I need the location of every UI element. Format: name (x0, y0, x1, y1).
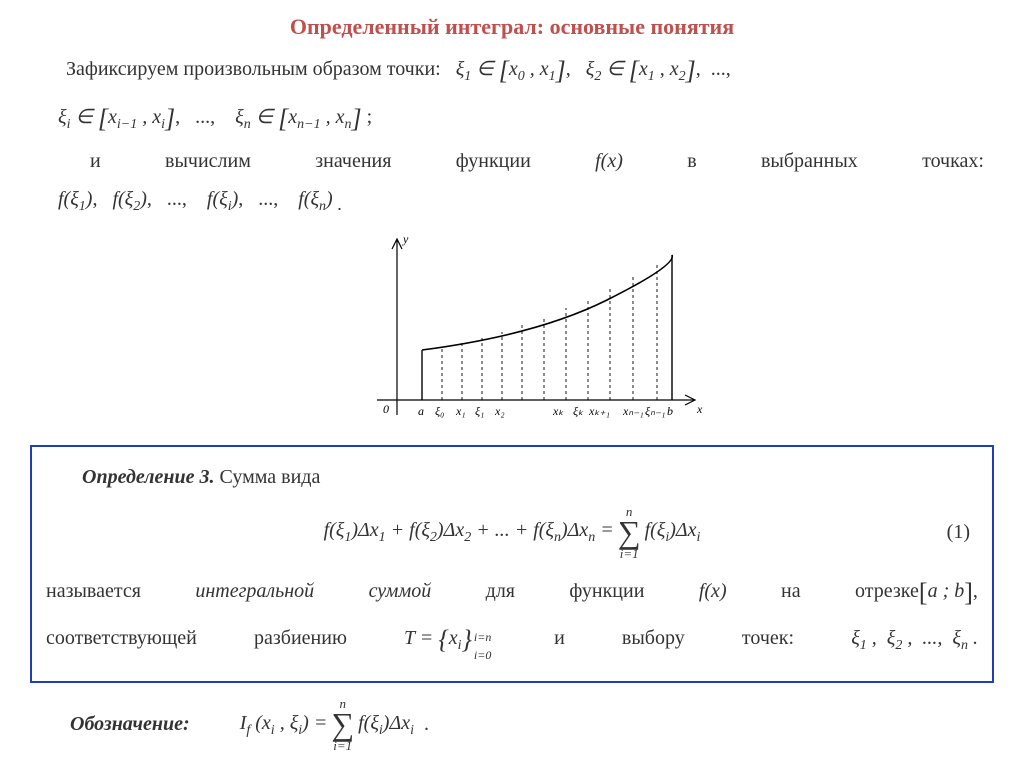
def-tail: Сумма вида (220, 466, 321, 488)
svg-text:ξₖ: ξₖ (573, 404, 584, 418)
c4: для (486, 575, 515, 607)
svg-text:ξₙ₋₁: ξₙ₋₁ (645, 404, 665, 418)
page-title: Определенный интеграл: основные понятия (30, 14, 994, 40)
svg-text:b: b (667, 404, 673, 418)
w7: точках: (922, 145, 984, 177)
paragraph-2b: f(ξ1), f(ξ2), ..., f(ξi), ..., f(ξn) . (58, 183, 994, 219)
pw4: выбору (622, 622, 685, 654)
riemann-diagram: y 0 x a ξ₀ x₁ ξ₁ x₂ xₖ ξₖ xₖ₊₁ xₙ₋₁ ξₙ₋₁… (317, 225, 707, 435)
notation-row: Обозначение: If (xi , ξi) = n ∑ i=1 f(ξi… (70, 697, 994, 752)
w5: в (687, 145, 696, 177)
p1-text: Зафиксируем произвольным образом точки: (66, 58, 441, 80)
notation-label: Обозначение: (70, 708, 190, 740)
pw3: и (554, 622, 565, 654)
c2: интегральной (195, 575, 314, 607)
points-list: ξ1 , ξ2 , ..., ξn . (851, 622, 978, 657)
def-line2: называется интегральной суммой для функц… (46, 572, 978, 614)
c6: на (781, 575, 801, 607)
svg-text:ξ₁: ξ₁ (475, 404, 484, 418)
svg-text:0: 0 (383, 402, 389, 416)
paragraph-2: и вычислим значения функции f(x) в выбра… (30, 145, 994, 177)
eq-number: (1) (947, 521, 970, 544)
def-line3: соответствующей разбиению T = {xi}i=ni=0… (46, 619, 978, 661)
svg-text:y: y (402, 232, 409, 246)
svg-text:x₂: x₂ (494, 404, 505, 418)
def-label: Определение 3. (82, 466, 215, 488)
w3: значения (315, 145, 391, 177)
pw1: соответствующей (46, 622, 197, 654)
definition-box: Определение 3. Сумма вида f(ξ1)Δx1 + f(ξ… (30, 445, 994, 683)
svg-text:xₙ₋₁: xₙ₋₁ (622, 404, 644, 418)
c5: функции (569, 575, 644, 607)
c3: суммой (369, 575, 432, 607)
svg-text:ξ₀: ξ₀ (435, 404, 444, 418)
w4: функции (456, 145, 531, 177)
paragraph-1b: ξi ∈ [xi−1 , xi], ..., ξn ∈ [xn−1 , xn] … (58, 98, 994, 140)
svg-text:x₁: x₁ (455, 404, 466, 418)
def-head: Определение 3. Сумма вида (46, 461, 978, 493)
pw5: точек: (742, 622, 794, 654)
paragraph-1: Зафиксируем произвольным образом точки: … (30, 50, 994, 92)
w1: и (90, 145, 101, 177)
fx: f(x) (595, 145, 623, 177)
svg-text:xₖ: xₖ (552, 404, 564, 418)
equation-1: f(ξ1)Δx1 + f(ξ2)Δx2 + ... + f(ξn)Δxn = n… (46, 505, 978, 560)
svg-text:x: x (696, 402, 703, 416)
w6: выбранных (761, 145, 858, 177)
c-fx: f(x) (699, 575, 727, 607)
svg-text:xₖ₊₁: xₖ₊₁ (588, 404, 610, 418)
w2: вычислим (165, 145, 251, 177)
pw2: разбиению (254, 622, 347, 654)
svg-text:a: a (418, 404, 424, 418)
c7: отрезке[a ; b], (855, 572, 978, 614)
c1: называется (46, 575, 141, 607)
partition-T: T = {xi}i=ni=0 (404, 619, 497, 661)
